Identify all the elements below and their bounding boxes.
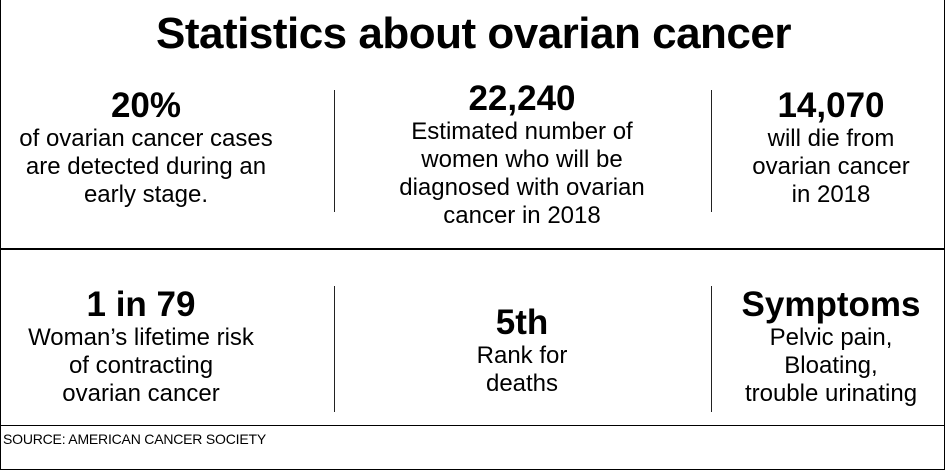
stat-value: 14,070 <box>777 86 885 125</box>
column-divider <box>711 286 712 412</box>
column-divider <box>334 90 335 212</box>
row-divider <box>1 248 945 250</box>
stat-description: Estimated number of women who will be di… <box>399 118 645 229</box>
stat-symptoms: Symptoms Pelvic pain, Bloating, trouble … <box>716 286 945 408</box>
stat-value: 5th <box>495 303 549 342</box>
source-credit: SOURCE: AMERICAN CANCER SOCIETY <box>3 431 266 447</box>
column-divider <box>711 90 712 212</box>
stat-value: 1 in 79 <box>86 285 196 324</box>
stat-description: will die from ovarian cancer in 2018 <box>752 125 910 208</box>
stat-description: Rank for deaths <box>476 342 568 397</box>
stat-rank: 5th Rank for deaths <box>344 304 700 398</box>
stat-early-detection: 20% of ovarian cancer cases are detected… <box>1 87 291 209</box>
stat-value: 20% <box>110 86 182 125</box>
stat-lifetime-risk: 1 in 79 Woman’s lifetime risk of contrac… <box>1 286 281 408</box>
stat-value: Symptoms <box>741 285 921 324</box>
stat-diagnosed: 22,240 Estimated number of women who wil… <box>344 80 700 230</box>
source-divider <box>1 425 945 426</box>
stat-deaths: 14,070 will die from ovarian cancer in 2… <box>716 87 945 209</box>
page-title: Statistics about ovarian cancer <box>156 9 791 58</box>
column-divider <box>334 286 335 412</box>
stat-description: of ovarian cancer cases are detected dur… <box>19 125 273 208</box>
stat-description: Pelvic pain, Bloating, trouble urinating <box>744 324 918 407</box>
stat-value: 22,240 <box>468 79 576 118</box>
stat-description: Woman’s lifetime risk of contracting ova… <box>28 324 254 407</box>
